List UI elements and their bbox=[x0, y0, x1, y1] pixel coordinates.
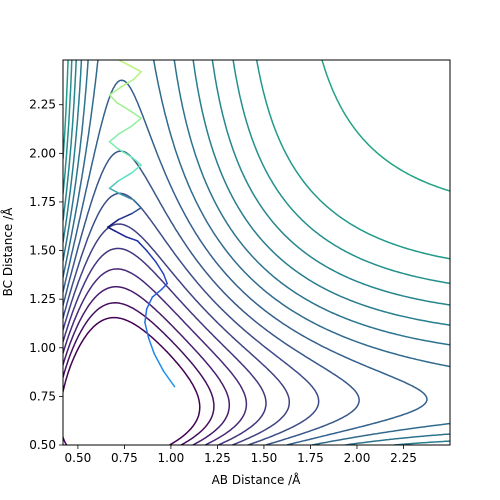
y-tick-label: 0.50 bbox=[29, 438, 56, 452]
contour-line bbox=[63, 60, 450, 445]
x-axis-ticks: 0.50 0.75 1.00 1.25 1.50 1.75 2.00 2.25 bbox=[65, 445, 417, 465]
trajectory-segment bbox=[114, 230, 128, 238]
trajectory-segment bbox=[118, 125, 133, 135]
trajectory-segment bbox=[129, 109, 142, 120]
trajectory-segment bbox=[153, 352, 165, 372]
y-tick-label: 2.25 bbox=[29, 98, 56, 112]
y-tick-label: 1.00 bbox=[29, 341, 56, 355]
trajectory-segment bbox=[106, 226, 116, 232]
y-tick-label: 1.25 bbox=[29, 292, 56, 306]
x-tick-label: 1.75 bbox=[297, 451, 324, 465]
trajectory-segment bbox=[118, 212, 133, 221]
trajectory-segment bbox=[108, 133, 120, 143]
x-tick-label: 2.25 bbox=[390, 451, 417, 465]
x-tick-label: 1.50 bbox=[251, 451, 278, 465]
contour-lines bbox=[63, 60, 450, 445]
contour-line bbox=[321, 60, 450, 192]
trajectory-segment bbox=[131, 207, 142, 215]
trajectory-segment bbox=[136, 240, 148, 252]
trajectory-segment bbox=[132, 199, 142, 209]
trajectory-segment bbox=[119, 78, 135, 88]
x-tick-label: 0.75 bbox=[111, 451, 138, 465]
trajectory-segment bbox=[162, 370, 176, 388]
y-tick-label: 1.75 bbox=[29, 195, 56, 209]
trajectory-segment bbox=[131, 156, 142, 166]
y-axis-label: BC Distance /Å bbox=[0, 207, 15, 297]
contour-line bbox=[63, 286, 231, 445]
contour-line bbox=[63, 60, 450, 306]
trajectory-segment bbox=[108, 140, 120, 151]
trajectory-segment bbox=[118, 172, 133, 182]
trajectory-segment bbox=[160, 282, 168, 291]
trajectory-segment bbox=[106, 218, 120, 228]
trajectory-segment bbox=[118, 148, 133, 158]
trajectory-segment bbox=[132, 70, 142, 81]
trajectory-segment bbox=[145, 249, 157, 263]
contour-line bbox=[63, 60, 450, 285]
trajectory-segment bbox=[151, 288, 163, 298]
trajectory-segment bbox=[144, 321, 150, 339]
trajectory-segment bbox=[108, 187, 122, 195]
trajectory-segment bbox=[162, 273, 168, 285]
trajectory-segment bbox=[131, 117, 142, 127]
trajectory-segment bbox=[145, 296, 154, 310]
trajectory-segment bbox=[108, 86, 122, 96]
trajectory-segment bbox=[116, 102, 131, 112]
x-axis-label: AB Distance /Å bbox=[212, 472, 302, 487]
trajectory bbox=[106, 60, 176, 388]
x-tick-label: 2.00 bbox=[344, 451, 371, 465]
trajectory-segment bbox=[147, 337, 155, 355]
trajectory-segment bbox=[129, 65, 142, 73]
trajectory-segment bbox=[131, 164, 142, 174]
trajectory-segment bbox=[144, 308, 148, 324]
trajectory-segment bbox=[125, 236, 139, 242]
trajectory-segment bbox=[108, 94, 118, 104]
x-tick-label: 0.50 bbox=[65, 451, 92, 465]
trajectory-segment bbox=[155, 261, 165, 275]
trajectory-segment bbox=[118, 60, 131, 67]
y-axis-ticks: 0.50 0.75 1.00 1.25 1.50 1.75 2.00 2.25 bbox=[29, 98, 63, 452]
x-tick-label: 1.25 bbox=[204, 451, 231, 465]
trajectory-segment bbox=[119, 193, 135, 201]
y-tick-label: 1.50 bbox=[29, 244, 56, 258]
y-tick-label: 2.00 bbox=[29, 146, 56, 160]
contour-line bbox=[63, 316, 201, 445]
contour-line bbox=[63, 60, 450, 260]
trajectory-segment bbox=[108, 179, 120, 190]
y-tick-label: 0.75 bbox=[29, 389, 56, 403]
plot-frame bbox=[62, 59, 451, 446]
x-tick-label: 1.00 bbox=[158, 451, 185, 465]
